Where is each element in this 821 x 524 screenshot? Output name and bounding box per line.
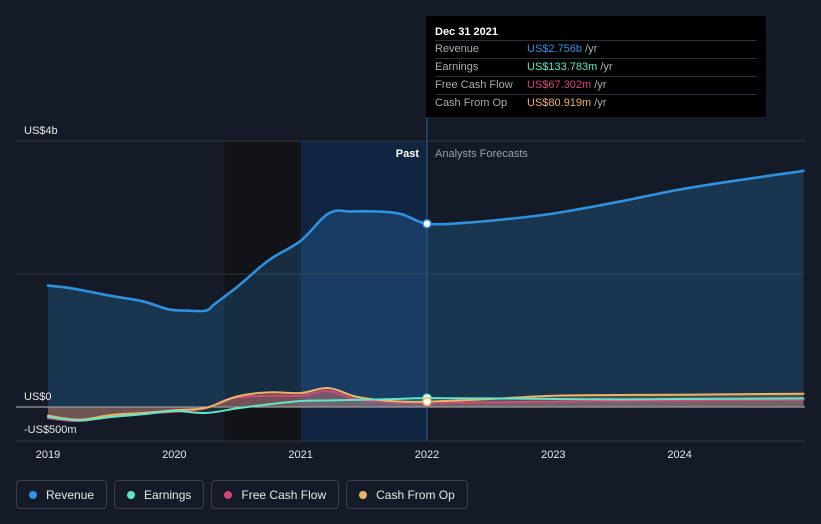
- line-earnings: [47, 397, 805, 422]
- tooltip-unit: /yr: [585, 43, 598, 55]
- legend-label: Free Cash Flow: [241, 487, 327, 502]
- area-revenue: [48, 170, 804, 407]
- marker-revenue: [422, 218, 432, 229]
- x-tick-label: 2024: [667, 449, 691, 461]
- legend-label: Revenue: [46, 487, 95, 502]
- grid-lines: [16, 140, 805, 442]
- legend-item-revenue[interactable]: Revenue: [16, 480, 108, 509]
- tooltip-unit: /yr: [600, 61, 613, 73]
- legend-item-earnings[interactable]: Earnings: [114, 480, 205, 509]
- y-axis-labels: US$4b US$0 -US$500m: [24, 125, 77, 436]
- tooltip-value: US$133.783m: [527, 61, 598, 73]
- tooltip-row-revenue: Revenue US$2.756b /yr: [435, 40, 757, 58]
- x-tick-label: 2023: [541, 449, 565, 461]
- legend-item-free-cash-flow[interactable]: Free Cash Flow: [211, 480, 340, 509]
- analysts-forecasts-label: Analysts Forecasts: [435, 148, 528, 160]
- x-tick-label: 2022: [415, 449, 439, 461]
- x-tick-label: 2019: [36, 449, 60, 461]
- legend-label: Earnings: [144, 487, 192, 502]
- x-tick-label: 2021: [288, 449, 312, 461]
- legend-dot-icon: [29, 490, 37, 499]
- tooltip-label: Free Cash Flow: [435, 79, 513, 91]
- tooltip-row-cash-from-op: Cash From Op US$80.919m /yr: [435, 94, 757, 112]
- marker-cash-from-op: [422, 396, 432, 407]
- tooltip-date: Dec 31 2021: [435, 26, 498, 38]
- legend-dot-icon: [127, 490, 136, 499]
- legend-item-cash-from-op[interactable]: Cash From Op: [346, 480, 468, 509]
- past-label: Past: [396, 148, 420, 160]
- series-lines: [46, 169, 805, 423]
- line-revenue: [46, 169, 805, 313]
- tooltip-panel: Dec 31 2021 Revenue US$2.756b /yr Earnin…: [426, 16, 766, 117]
- x-tick-label: 2020: [162, 449, 186, 461]
- tooltip-markers: [422, 218, 432, 408]
- chart-early-dark-region: [224, 141, 301, 441]
- tooltip-label: Revenue: [435, 43, 480, 55]
- tooltip-row-earnings: Earnings US$133.783m /yr: [435, 58, 757, 76]
- legend-label: Cash From Op: [376, 487, 455, 502]
- tooltip-unit: /yr: [594, 97, 607, 109]
- tooltip-value: US$80.919m: [527, 97, 592, 109]
- tooltip-value: US$67.302m: [527, 79, 592, 91]
- line-cash-from-op: [47, 386, 805, 421]
- chart-legend: Revenue Earnings Free Cash Flow Cash Fro…: [16, 480, 475, 509]
- y-tick-label: US$0: [24, 391, 52, 403]
- tooltip-row-free-cash-flow: Free Cash Flow US$67.302m /yr: [435, 76, 757, 94]
- tooltip-label: Cash From Op: [435, 97, 508, 109]
- x-axis-labels: 2019 2020 2021 2022 2023 2024: [36, 449, 692, 461]
- tooltip-unit: /yr: [594, 79, 607, 91]
- legend-dot-icon: [359, 490, 368, 499]
- tooltip-value: US$2.756b: [527, 43, 583, 55]
- y-tick-label: US$4b: [24, 125, 58, 137]
- area-earnings: [48, 398, 804, 421]
- tooltip-label: Earnings: [435, 61, 479, 73]
- y-tick-label: -US$500m: [24, 424, 77, 436]
- legend-dot-icon: [224, 490, 233, 499]
